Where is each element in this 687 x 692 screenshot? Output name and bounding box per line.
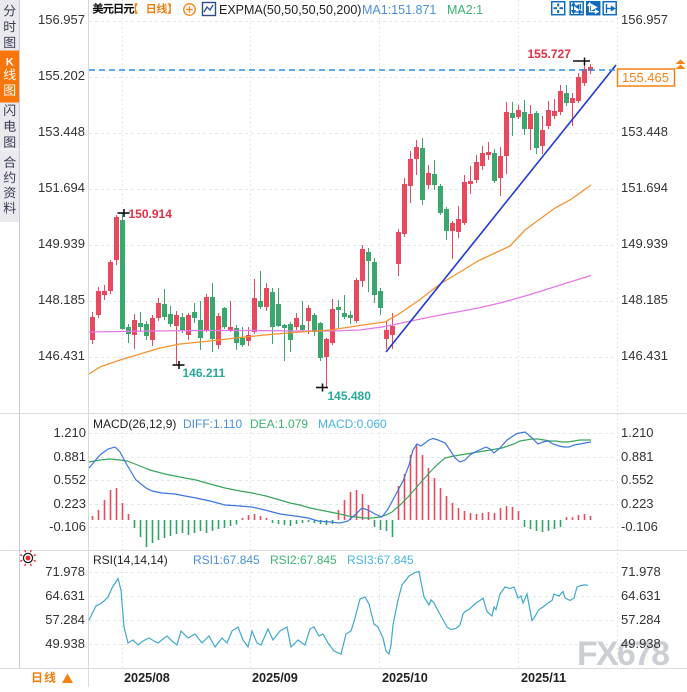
- svg-text:49.938: 49.938: [45, 636, 85, 651]
- svg-text:156.957: 156.957: [621, 12, 668, 27]
- svg-text:MACD(26,12,9): MACD(26,12,9): [93, 417, 176, 431]
- svg-text:2025/10: 2025/10: [382, 671, 428, 685]
- svg-text:64.631: 64.631: [621, 588, 661, 603]
- svg-text:0.552: 0.552: [621, 472, 654, 487]
- svg-text:MA1:151.871: MA1:151.871: [362, 3, 436, 17]
- svg-text:149.939: 149.939: [621, 236, 668, 251]
- svg-text:2025/11: 2025/11: [521, 671, 566, 685]
- svg-text:RSI2:67.845: RSI2:67.845: [270, 553, 337, 567]
- svg-text:149.939: 149.939: [38, 236, 85, 251]
- svg-text:EXPMA(50,50,50,50,200): EXPMA(50,50,50,50,200): [219, 3, 361, 17]
- svg-text:148.185: 148.185: [621, 292, 668, 307]
- svg-text:MA2:1: MA2:1: [447, 3, 483, 17]
- svg-text:151.694: 151.694: [621, 180, 668, 195]
- svg-text:2025/08: 2025/08: [124, 671, 170, 685]
- svg-text:-0.106: -0.106: [621, 519, 658, 534]
- svg-text:DIFF:1.110: DIFF:1.110: [183, 417, 242, 431]
- svg-text:146.431: 146.431: [621, 348, 668, 363]
- svg-text:155.202: 155.202: [38, 68, 85, 83]
- svg-text:RSI(14,14,14): RSI(14,14,14): [93, 553, 168, 567]
- svg-text:K: K: [6, 57, 14, 69]
- svg-text:71.978: 71.978: [621, 564, 661, 579]
- svg-text:0.881: 0.881: [621, 449, 654, 464]
- svg-text:DEA:1.079: DEA:1.079: [250, 417, 308, 431]
- svg-text:146.211: 146.211: [183, 366, 226, 380]
- svg-text:RSI1:67.845: RSI1:67.845: [193, 553, 260, 567]
- svg-text:148.185: 148.185: [38, 292, 85, 307]
- svg-text:1.210: 1.210: [53, 425, 86, 440]
- svg-text:146.431: 146.431: [38, 348, 85, 363]
- svg-text:1.210: 1.210: [621, 425, 654, 440]
- svg-text:150.914: 150.914: [129, 207, 173, 221]
- svg-text:0.552: 0.552: [53, 472, 86, 487]
- svg-text:-0.106: -0.106: [49, 519, 86, 534]
- svg-text:FX678: FX678: [577, 635, 669, 673]
- svg-text:155.465: 155.465: [622, 70, 669, 85]
- svg-text:151.694: 151.694: [38, 180, 85, 195]
- svg-text:153.448: 153.448: [38, 124, 85, 139]
- svg-text:0.223: 0.223: [53, 496, 86, 511]
- svg-text:71.978: 71.978: [45, 564, 85, 579]
- svg-text:64.631: 64.631: [45, 588, 85, 603]
- svg-text:0.223: 0.223: [621, 496, 654, 511]
- svg-text:156.957: 156.957: [38, 12, 85, 27]
- svg-text:RSI3:67.845: RSI3:67.845: [347, 553, 414, 567]
- svg-text:57.284: 57.284: [45, 612, 85, 627]
- svg-text:155.727: 155.727: [528, 47, 572, 61]
- svg-text:MACD:0.060: MACD:0.060: [318, 417, 387, 431]
- svg-text:2025/09: 2025/09: [252, 671, 298, 685]
- svg-text:0.881: 0.881: [53, 449, 86, 464]
- svg-text:57.284: 57.284: [621, 612, 661, 627]
- svg-text:49.938: 49.938: [621, 636, 661, 651]
- svg-text:145.480: 145.480: [328, 389, 372, 403]
- svg-text:153.448: 153.448: [621, 124, 668, 139]
